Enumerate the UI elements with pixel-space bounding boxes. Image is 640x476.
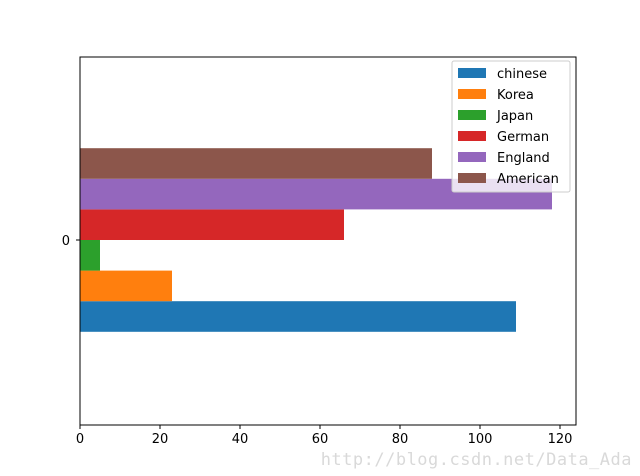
- y-axis-ticks: 0: [62, 234, 80, 249]
- legend-label-chinese: chinese: [497, 67, 547, 82]
- x-tick-label: 40: [232, 432, 249, 447]
- axes-frame: [79, 56, 577, 426]
- x-tick-label: 120: [548, 432, 573, 447]
- x-tick-label: 20: [152, 432, 169, 447]
- legend-swatch-german: [458, 131, 486, 141]
- x-tick-label: 60: [312, 432, 329, 447]
- legend-swatch-korea: [458, 89, 486, 99]
- legend-label-american: American: [497, 172, 559, 187]
- legend-label-korea: Korea: [497, 88, 534, 103]
- watermark: http://blog.csdn.net/Data_Ada: [320, 450, 632, 470]
- legend-swatch-japan: [458, 110, 486, 120]
- legend-label-england: England: [497, 151, 550, 166]
- x-axis-ticks: 0 20 40 60 80 100 120: [76, 425, 573, 447]
- bar-korea: [80, 270, 172, 302]
- legend: chinese Korea Japan German England American: [451, 60, 571, 193]
- x-tick-label: 100: [468, 432, 493, 447]
- legend-swatch-chinese: [458, 68, 486, 78]
- y-tick-label: 0: [62, 234, 70, 249]
- bar-chinese: [80, 301, 516, 332]
- legend-label-japan: Japan: [496, 109, 533, 124]
- bar-german: [80, 209, 344, 240]
- x-tick-label: 0: [76, 432, 84, 447]
- bar-american: [80, 148, 432, 179]
- legend-swatch-american: [458, 173, 486, 183]
- bars-group: [80, 148, 552, 332]
- bar-japan: [80, 240, 100, 271]
- legend-swatch-england: [458, 152, 486, 162]
- legend-label-german: German: [497, 130, 549, 145]
- x-tick-label: 80: [392, 432, 409, 447]
